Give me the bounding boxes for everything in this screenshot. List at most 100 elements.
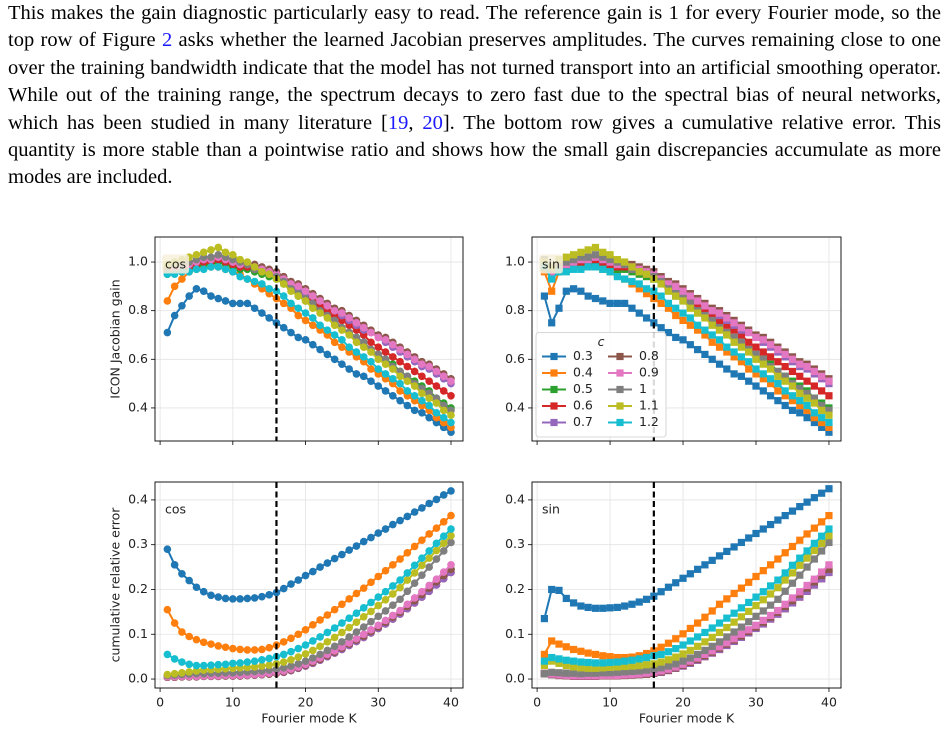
marker <box>367 348 375 356</box>
marker <box>715 336 724 344</box>
marker <box>737 613 746 621</box>
marker <box>642 314 651 322</box>
marker <box>214 250 223 259</box>
marker <box>367 607 375 616</box>
marker <box>584 292 592 300</box>
marker <box>818 539 826 547</box>
marker <box>679 657 687 665</box>
marker <box>374 355 383 364</box>
marker <box>548 275 556 283</box>
marker <box>279 299 288 308</box>
marker <box>381 348 390 356</box>
marker <box>672 644 680 653</box>
marker <box>825 406 833 414</box>
axes-frame <box>531 236 842 442</box>
marker <box>418 554 426 562</box>
marker <box>389 520 397 529</box>
marker <box>381 360 390 368</box>
marker <box>258 592 266 601</box>
marker <box>766 582 775 590</box>
marker <box>577 287 585 295</box>
marker <box>418 504 426 512</box>
marker <box>562 268 570 276</box>
series-line <box>543 287 830 434</box>
marker <box>591 251 600 259</box>
marker <box>221 265 230 274</box>
marker <box>170 282 179 291</box>
marker <box>323 326 332 334</box>
marker <box>540 614 549 623</box>
marker <box>338 638 346 646</box>
marker <box>330 331 339 339</box>
marker <box>439 532 448 540</box>
marker <box>367 617 375 626</box>
marker <box>657 299 665 307</box>
marker <box>679 574 687 582</box>
marker <box>432 367 441 376</box>
citation-link[interactable]: 19 <box>387 111 409 134</box>
marker <box>287 634 295 643</box>
marker <box>301 287 310 296</box>
marker <box>577 265 585 273</box>
marker <box>447 511 455 520</box>
marker <box>403 569 412 577</box>
marker <box>606 604 614 612</box>
marker <box>396 555 404 563</box>
marker <box>642 661 651 669</box>
marker <box>439 547 448 555</box>
marker <box>432 408 441 417</box>
marker <box>236 272 244 281</box>
marker <box>752 593 760 601</box>
marker <box>694 297 702 305</box>
marker <box>694 302 702 310</box>
marker <box>759 348 767 356</box>
marker <box>616 418 624 427</box>
marker <box>708 633 716 641</box>
citation-link[interactable]: 20 <box>422 111 443 134</box>
y-tick-label: 0.0 <box>128 671 148 686</box>
marker <box>621 602 629 610</box>
legend-label: 1.1 <box>639 398 659 413</box>
y-tick-label: 0.2 <box>128 581 148 596</box>
marker <box>701 646 709 654</box>
marker <box>381 336 390 344</box>
marker <box>229 595 237 603</box>
marker <box>766 601 775 609</box>
marker <box>701 561 709 569</box>
marker <box>803 394 811 402</box>
marker <box>708 642 716 650</box>
marker <box>432 399 441 407</box>
marker <box>323 314 332 322</box>
series-line <box>166 287 452 434</box>
marker <box>781 392 789 400</box>
marker <box>432 524 441 532</box>
marker <box>810 414 818 422</box>
marker <box>294 644 303 653</box>
marker <box>599 652 607 660</box>
legend-label: 0.9 <box>639 365 659 380</box>
marker <box>359 343 368 351</box>
marker <box>701 314 709 322</box>
marker <box>301 297 310 305</box>
marker <box>737 538 746 547</box>
marker <box>359 537 368 546</box>
marker <box>679 316 687 324</box>
marker <box>810 394 818 402</box>
marker <box>672 311 680 320</box>
marker <box>229 644 237 653</box>
series-line <box>543 265 830 424</box>
marker <box>730 609 738 617</box>
marker <box>599 669 607 677</box>
marker <box>352 348 361 356</box>
marker <box>621 657 629 665</box>
citation-link[interactable]: 2 <box>161 29 173 52</box>
marker <box>550 352 558 361</box>
y-tick-label: 0.4 <box>128 399 148 414</box>
marker <box>569 657 578 665</box>
marker <box>737 353 746 361</box>
marker <box>279 292 288 300</box>
marker <box>410 579 419 588</box>
marker <box>367 533 375 542</box>
